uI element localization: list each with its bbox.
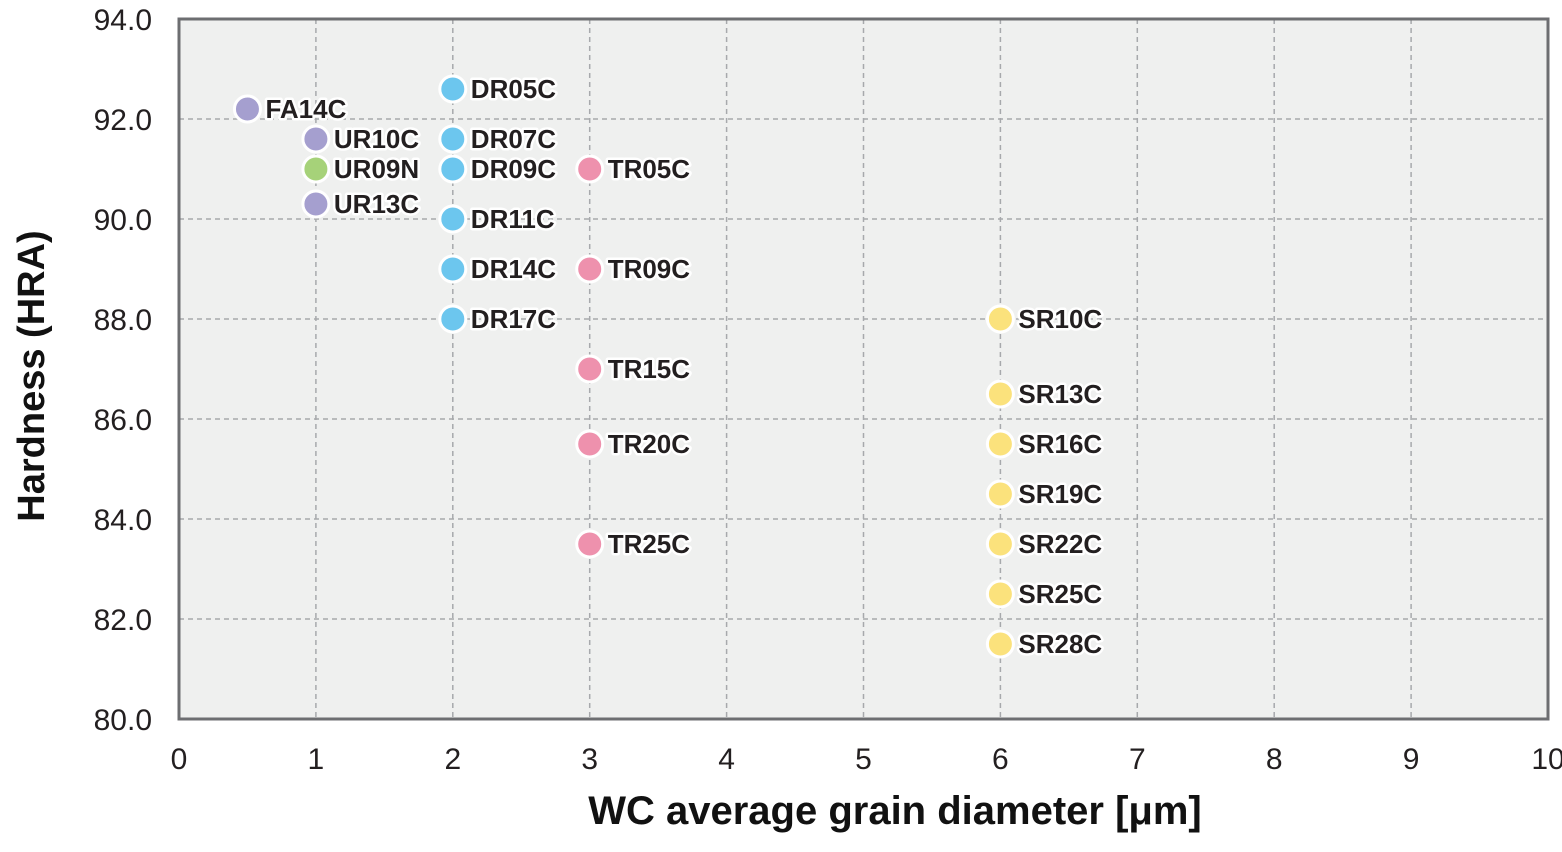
x-tick-label: 6: [992, 743, 1009, 776]
data-point: [438, 154, 468, 184]
y-tick-label: 92.0: [94, 104, 152, 137]
point-label: SR19C: [1018, 479, 1102, 509]
data-point: [301, 154, 331, 184]
data-point: [438, 254, 468, 284]
y-axis-ticks: 80.0 82.0 84.0 86.0 88.0 90.0 92.0 94.0: [94, 4, 152, 737]
data-point: [575, 354, 605, 384]
y-tick-label: 90.0: [94, 204, 152, 237]
point-label: SR22C: [1018, 529, 1102, 559]
point-label: DR07C: [471, 124, 556, 154]
point-label: SR28C: [1018, 629, 1102, 659]
data-point: [438, 204, 468, 234]
x-axis-title: WC average grain diameter [μm]: [588, 789, 1202, 833]
x-tick-label: 5: [855, 743, 872, 776]
plot-frame: [177, 17, 1550, 721]
point-label: DR14C: [471, 254, 556, 284]
data-point: [575, 254, 605, 284]
point-label: UR10C: [334, 124, 419, 154]
x-tick-label: 4: [718, 743, 735, 776]
data-point: [985, 629, 1015, 659]
x-tick-label: 10: [1531, 743, 1562, 776]
data-point: [301, 189, 331, 219]
point-label: TR25C: [608, 529, 691, 559]
x-tick-label: 3: [581, 743, 598, 776]
data-point: [575, 154, 605, 184]
data-point: [301, 124, 331, 154]
x-tick-label: 1: [308, 743, 325, 776]
data-point: [438, 74, 468, 104]
point-label: TR05C: [608, 154, 691, 184]
x-tick-label: 2: [444, 743, 461, 776]
y-tick-label: 80.0: [94, 704, 152, 737]
point-label: TR15C: [608, 354, 691, 384]
x-tick-label: 8: [1266, 743, 1283, 776]
data-point: [985, 304, 1015, 334]
point-label: UR13C: [334, 189, 419, 219]
y-tick-label: 84.0: [94, 504, 152, 537]
point-label: DR09C: [471, 154, 556, 184]
data-point: [438, 304, 468, 334]
y-tick-label: 86.0: [94, 404, 152, 437]
x-tick-label: 9: [1403, 743, 1420, 776]
y-axis-title: Hardness (HRA): [11, 230, 53, 521]
point-label: DR17C: [471, 304, 556, 334]
point-label: SR16C: [1018, 429, 1102, 459]
data-point: [985, 479, 1015, 509]
point-label: FA14C: [265, 94, 346, 124]
point-label: UR09N: [334, 154, 419, 184]
point-label: TR09C: [608, 254, 691, 284]
plot-area: [179, 19, 1548, 719]
data-point: [438, 124, 468, 154]
point-label: SR13C: [1018, 379, 1102, 409]
data-point: [985, 579, 1015, 609]
x-axis-ticks: 0 1 2 3 4 5 6 7 8 9 10: [171, 743, 1562, 776]
point-label: DR05C: [471, 74, 556, 104]
data-point: [985, 429, 1015, 459]
y-tick-label: 88.0: [94, 304, 152, 337]
data-point: [985, 529, 1015, 559]
y-tick-label: 82.0: [94, 604, 152, 637]
data-points: [232, 74, 1015, 659]
x-tick-label: 0: [171, 743, 188, 776]
data-point: [575, 429, 605, 459]
data-point: [575, 529, 605, 559]
point-label: SR10C: [1018, 304, 1102, 334]
x-tick-label: 7: [1129, 743, 1146, 776]
point-label: TR20C: [608, 429, 691, 459]
point-label: DR11C: [471, 204, 555, 234]
y-tick-label: 94.0: [94, 4, 152, 37]
data-point: [985, 379, 1015, 409]
grid-lines: [179, 19, 1548, 719]
data-point: [232, 94, 262, 124]
point-label: SR25C: [1018, 579, 1102, 609]
